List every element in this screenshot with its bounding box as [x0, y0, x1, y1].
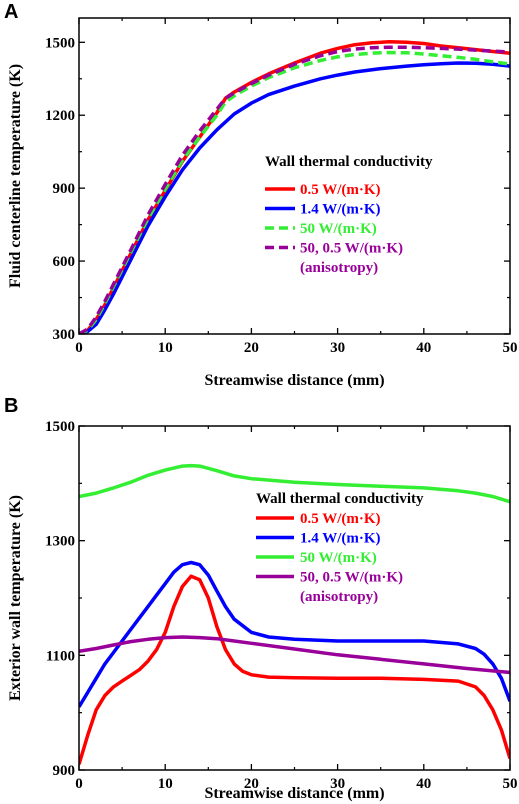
panel-label: A — [4, 1, 18, 23]
legend-label-3: 50, 0.5 W/(m·K) — [300, 570, 403, 586]
legend-label-0: 0.5 W/(m·K) — [300, 511, 381, 527]
x-tick-label: 10 — [158, 776, 173, 792]
y-tick-label: 600 — [53, 254, 76, 270]
legend-title: Wall thermal conductivity — [256, 491, 424, 507]
series-line-0 — [79, 574, 510, 765]
y-tick-label: 1500 — [45, 419, 75, 435]
series-line-2 — [79, 463, 510, 504]
legend-title: Wall thermal conductivity — [265, 154, 433, 170]
y-tick-label: 1200 — [45, 108, 75, 124]
y-tick-label: 1300 — [45, 534, 75, 550]
series-line-3 — [79, 635, 510, 675]
x-tick-label: 30 — [330, 776, 345, 792]
y-tick-label: 1100 — [46, 648, 75, 664]
y-tick-label: 900 — [53, 181, 76, 197]
panel-label: B — [4, 395, 18, 417]
y-tick-label: 300 — [53, 327, 76, 343]
chart-panel-b: B 0 10 20 30 40 50 900 1100 1300 1500 Streamwise di… — [4, 395, 518, 802]
x-axis-title: Streamwise distance (mm) — [204, 372, 384, 389]
x-tick-label: 0 — [75, 340, 83, 356]
chart-panel-a: A 0 10 20 30 40 50 300 600 900 1200 1500 Streamwise … — [4, 1, 518, 389]
series-line-1 — [79, 560, 510, 708]
legend-label-0: 0.5 W/(m·K) — [300, 182, 381, 198]
series-line-1 — [79, 61, 510, 334]
y-tick-label: 900 — [53, 763, 76, 779]
legend-label-3: (anisotropy) — [300, 589, 378, 605]
legend-label-1: 1.4 W/(m·K) — [300, 202, 381, 218]
legend-label-1: 1.4 W/(m·K) — [300, 531, 381, 547]
legend-label-2: 50 W/(m·K) — [300, 221, 377, 237]
y-axis-title: Fluid centerline temperature (K) — [7, 64, 24, 288]
legend-label-3: (anisotropy) — [300, 260, 378, 276]
x-tick-label: 40 — [416, 776, 431, 792]
legend: Wall thermal conductivity 0.5 W/(m·K) 1.4 … — [256, 491, 424, 605]
y-axis-title: Exterior wall temperature (K) — [7, 495, 24, 701]
x-tick-label: 20 — [244, 776, 259, 792]
x-tick-label: 20 — [244, 340, 259, 356]
x-tick-label: 0 — [75, 776, 83, 792]
x-tick-label: 40 — [416, 340, 431, 356]
y-tick-label: 1500 — [45, 35, 75, 51]
x-tick-label: 50 — [503, 340, 518, 356]
x-tick-label: 10 — [158, 340, 173, 356]
x-tick-label: 50 — [503, 776, 518, 792]
x-axis-title: Streamwise distance (mm) — [204, 785, 384, 802]
x-tick-label: 30 — [330, 340, 345, 356]
series-line-2 — [79, 50, 510, 334]
legend-label-2: 50 W/(m·K) — [300, 550, 377, 566]
legend-label-3: 50, 0.5 W/(m·K) — [300, 241, 403, 257]
legend: Wall thermal conductivity 0.5 W/(m·K) 1.4 … — [265, 154, 433, 276]
series-line-3 — [79, 45, 510, 334]
